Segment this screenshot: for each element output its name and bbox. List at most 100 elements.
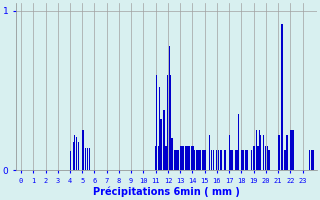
Bar — [189, 146, 190, 170]
Bar — [181, 146, 182, 170]
Bar — [213, 150, 214, 170]
Bar — [218, 150, 219, 170]
Bar — [197, 150, 198, 170]
Bar — [165, 146, 166, 170]
Bar — [216, 150, 217, 170]
Bar — [158, 146, 159, 170]
Bar — [313, 150, 314, 170]
Bar — [167, 75, 168, 170]
Bar — [78, 142, 79, 170]
Bar — [238, 114, 239, 170]
Bar — [237, 150, 238, 170]
Bar — [247, 150, 248, 170]
Bar — [231, 150, 232, 170]
Bar — [179, 150, 180, 170]
Bar — [188, 146, 189, 170]
Bar — [257, 146, 258, 170]
Bar — [242, 150, 243, 170]
Bar — [259, 130, 260, 170]
Bar — [83, 130, 84, 170]
Bar — [312, 150, 313, 170]
Bar — [171, 138, 172, 170]
Bar — [183, 146, 184, 170]
Bar — [191, 146, 192, 170]
Bar — [87, 148, 88, 170]
Bar — [192, 146, 193, 170]
Bar — [234, 150, 235, 170]
Bar — [155, 146, 156, 170]
Bar — [161, 119, 162, 170]
Bar — [263, 135, 264, 170]
Bar — [244, 150, 245, 170]
Bar — [291, 130, 292, 170]
Bar — [293, 130, 294, 170]
Bar — [73, 142, 74, 170]
Bar — [292, 130, 293, 170]
Bar — [187, 146, 188, 170]
Bar — [268, 150, 269, 170]
Bar — [277, 135, 278, 170]
Bar — [69, 151, 70, 170]
Bar — [258, 146, 259, 170]
Bar — [199, 150, 200, 170]
Bar — [281, 24, 282, 170]
Bar — [224, 150, 225, 170]
Bar — [82, 130, 83, 170]
Bar — [220, 150, 221, 170]
Bar — [267, 146, 268, 170]
Bar — [265, 146, 266, 170]
Bar — [177, 150, 178, 170]
Bar — [186, 146, 187, 170]
Bar — [156, 75, 157, 170]
Bar — [290, 130, 291, 170]
Bar — [198, 150, 199, 170]
Bar — [285, 150, 286, 170]
Bar — [85, 148, 86, 170]
Bar — [205, 150, 206, 170]
Bar — [279, 135, 280, 170]
Bar — [283, 24, 284, 170]
Bar — [260, 135, 261, 170]
Bar — [241, 150, 242, 170]
Bar — [173, 150, 174, 170]
Bar — [236, 150, 237, 170]
Bar — [309, 150, 310, 170]
Bar — [284, 150, 285, 170]
Bar — [230, 150, 231, 170]
Bar — [160, 119, 161, 170]
Bar — [182, 146, 183, 170]
X-axis label: Précipitations 6min ( mm ): Précipitations 6min ( mm ) — [93, 187, 240, 197]
Bar — [75, 135, 76, 170]
Bar — [170, 75, 171, 170]
Bar — [246, 150, 247, 170]
Bar — [200, 150, 202, 170]
Bar — [89, 148, 90, 170]
Bar — [159, 87, 160, 170]
Bar — [194, 150, 195, 170]
Bar — [287, 135, 288, 170]
Bar — [172, 138, 173, 170]
Bar — [253, 146, 254, 170]
Bar — [169, 46, 170, 170]
Bar — [203, 150, 204, 170]
Bar — [185, 146, 186, 170]
Bar — [232, 150, 233, 170]
Bar — [269, 150, 270, 170]
Bar — [209, 135, 210, 170]
Bar — [204, 150, 205, 170]
Bar — [164, 110, 165, 170]
Bar — [163, 110, 164, 170]
Bar — [311, 150, 312, 170]
Bar — [176, 150, 177, 170]
Bar — [225, 150, 226, 170]
Bar — [235, 150, 236, 170]
Bar — [221, 150, 222, 170]
Bar — [175, 150, 176, 170]
Bar — [228, 135, 229, 170]
Bar — [251, 150, 252, 170]
Bar — [202, 150, 203, 170]
Bar — [243, 150, 244, 170]
Bar — [166, 146, 167, 170]
Bar — [180, 146, 181, 170]
Bar — [286, 135, 287, 170]
